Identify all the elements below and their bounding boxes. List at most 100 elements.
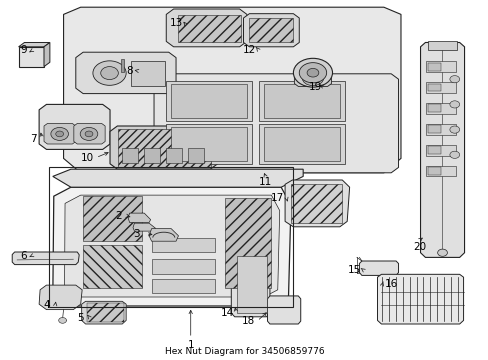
Polygon shape (83, 245, 142, 288)
Polygon shape (231, 252, 269, 317)
Polygon shape (64, 195, 279, 297)
Text: 13: 13 (169, 18, 183, 28)
Polygon shape (427, 41, 456, 50)
Polygon shape (171, 84, 246, 118)
Polygon shape (427, 84, 440, 91)
Text: 14: 14 (220, 308, 234, 318)
Polygon shape (151, 259, 215, 274)
Polygon shape (151, 238, 215, 252)
Polygon shape (377, 274, 463, 324)
Text: 11: 11 (258, 177, 271, 187)
Text: Hex Nut Diagram for 34506859776: Hex Nut Diagram for 34506859776 (164, 346, 324, 356)
Polygon shape (426, 61, 455, 72)
Polygon shape (171, 127, 246, 161)
Polygon shape (19, 47, 44, 67)
Polygon shape (110, 126, 217, 169)
Polygon shape (74, 123, 105, 144)
Polygon shape (131, 61, 165, 86)
Polygon shape (118, 129, 211, 167)
Circle shape (93, 61, 126, 85)
Polygon shape (128, 213, 150, 222)
Polygon shape (243, 14, 299, 47)
Text: 18: 18 (241, 316, 255, 326)
Polygon shape (427, 104, 440, 112)
Text: 10: 10 (81, 153, 93, 163)
Polygon shape (121, 59, 123, 72)
Polygon shape (359, 261, 398, 275)
Text: 2: 2 (115, 211, 122, 221)
Polygon shape (151, 279, 215, 293)
Polygon shape (76, 52, 176, 94)
Text: 19: 19 (308, 82, 322, 92)
Polygon shape (290, 184, 342, 223)
Polygon shape (178, 15, 241, 42)
Circle shape (449, 101, 459, 108)
Text: 7: 7 (30, 134, 37, 144)
Text: 17: 17 (270, 193, 284, 203)
Circle shape (56, 131, 63, 137)
Text: 12: 12 (242, 45, 256, 55)
Polygon shape (259, 124, 344, 164)
Polygon shape (426, 124, 455, 135)
Polygon shape (426, 145, 455, 156)
Text: 20: 20 (412, 242, 425, 252)
Circle shape (449, 126, 459, 133)
Polygon shape (39, 285, 82, 310)
Polygon shape (237, 256, 266, 313)
Polygon shape (285, 180, 349, 227)
Polygon shape (154, 74, 398, 173)
Polygon shape (19, 42, 50, 47)
Polygon shape (149, 229, 178, 241)
Polygon shape (166, 148, 182, 163)
Circle shape (80, 127, 98, 140)
Text: 4: 4 (43, 300, 50, 310)
Polygon shape (87, 303, 123, 322)
Polygon shape (420, 42, 464, 257)
Text: 6: 6 (20, 251, 27, 261)
Polygon shape (224, 198, 271, 288)
Polygon shape (259, 81, 344, 121)
Text: 16: 16 (384, 279, 397, 289)
Circle shape (449, 76, 459, 83)
Polygon shape (166, 81, 251, 121)
Text: 9: 9 (20, 45, 27, 55)
Polygon shape (83, 196, 142, 241)
Polygon shape (12, 252, 79, 265)
Polygon shape (188, 148, 204, 163)
Text: 8: 8 (126, 66, 133, 76)
Polygon shape (294, 69, 331, 86)
Polygon shape (267, 296, 300, 324)
Circle shape (59, 318, 66, 323)
Circle shape (449, 151, 459, 158)
Polygon shape (44, 123, 76, 144)
Text: 1: 1 (187, 339, 194, 350)
Polygon shape (249, 18, 293, 42)
Circle shape (299, 63, 326, 83)
Text: 15: 15 (347, 265, 361, 275)
Polygon shape (426, 166, 455, 176)
Circle shape (51, 127, 68, 140)
Circle shape (101, 67, 118, 80)
Circle shape (85, 131, 93, 137)
Polygon shape (44, 42, 50, 67)
Text: 5: 5 (77, 312, 84, 323)
Polygon shape (166, 9, 246, 47)
Polygon shape (426, 82, 455, 93)
Polygon shape (63, 7, 400, 173)
Polygon shape (53, 187, 290, 306)
Polygon shape (133, 223, 155, 231)
Text: 3: 3 (133, 229, 140, 239)
Polygon shape (166, 124, 251, 164)
Polygon shape (427, 63, 440, 71)
Polygon shape (427, 146, 440, 154)
Polygon shape (427, 167, 440, 175)
Polygon shape (144, 148, 160, 163)
Circle shape (302, 70, 323, 86)
Polygon shape (81, 301, 126, 324)
Circle shape (306, 68, 318, 77)
Polygon shape (53, 169, 303, 187)
Polygon shape (264, 127, 339, 161)
Polygon shape (39, 104, 110, 149)
Polygon shape (426, 103, 455, 114)
Polygon shape (427, 125, 440, 133)
